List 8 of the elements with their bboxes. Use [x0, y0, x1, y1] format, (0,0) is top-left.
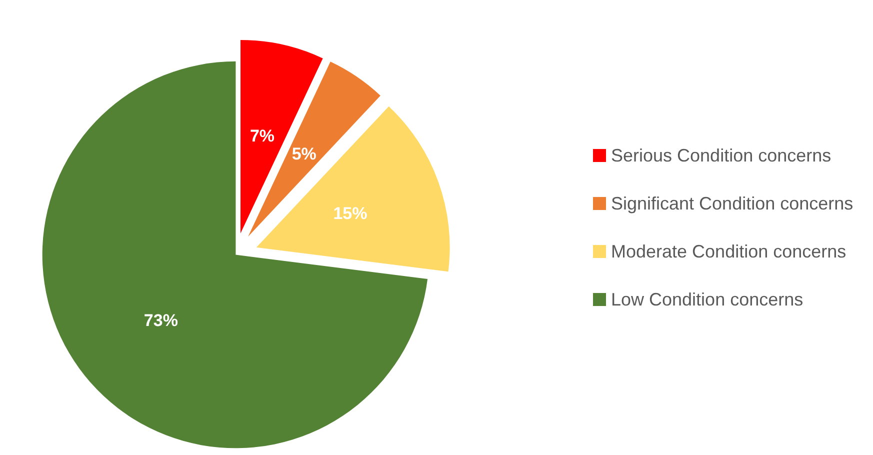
data-label: 73%	[144, 311, 178, 330]
data-label: 15%	[333, 204, 368, 224]
legend-label: Moderate Condition concerns	[611, 242, 846, 262]
legend-label: Significant Condition concerns	[611, 194, 854, 214]
legend-label: Serious Condition concerns	[611, 146, 832, 166]
data-label: 7%	[250, 126, 275, 146]
legend-label: Low Condition concerns	[611, 290, 804, 310]
data-label: 5%	[292, 144, 316, 164]
